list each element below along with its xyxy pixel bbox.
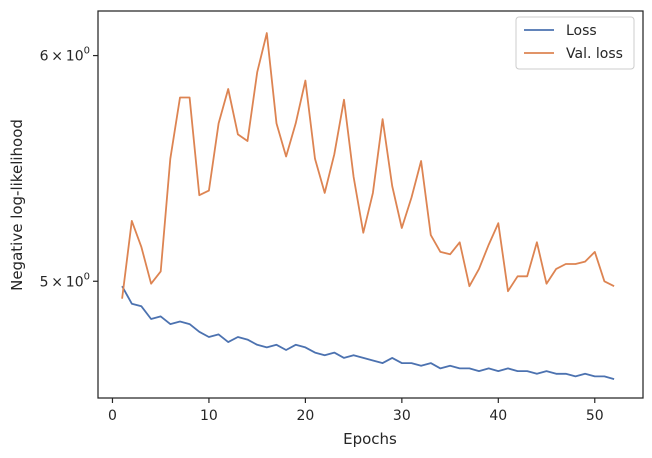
x-tick-label: 50: [586, 408, 604, 424]
plot-lines: [121, 32, 615, 380]
x-axis-ticks: 0 10 20 30 40 50: [108, 398, 604, 424]
x-tick-label: 20: [296, 408, 314, 424]
x-tick-label: 40: [489, 408, 507, 424]
x-tick-label: 30: [393, 408, 411, 424]
axes-frame: [97, 10, 644, 399]
series-line-loss: [121, 285, 615, 380]
legend-label-loss: Loss: [566, 23, 597, 39]
y-tick-label: 6 × 100: [40, 46, 90, 65]
y-axis-label: Negative log-likelihood: [8, 119, 26, 291]
legend: Loss Val. loss: [515, 16, 635, 70]
x-tick-label: 0: [108, 408, 117, 424]
x-tick-label: 10: [200, 408, 218, 424]
y-axis-ticks: 5 × 100 6 × 100: [40, 46, 98, 290]
x-axis-label: Epochs: [343, 430, 397, 448]
legend-label-val-loss: Val. loss: [566, 46, 623, 62]
series-line-val-loss: [121, 32, 615, 299]
y-tick-label: 5 × 100: [40, 271, 90, 290]
